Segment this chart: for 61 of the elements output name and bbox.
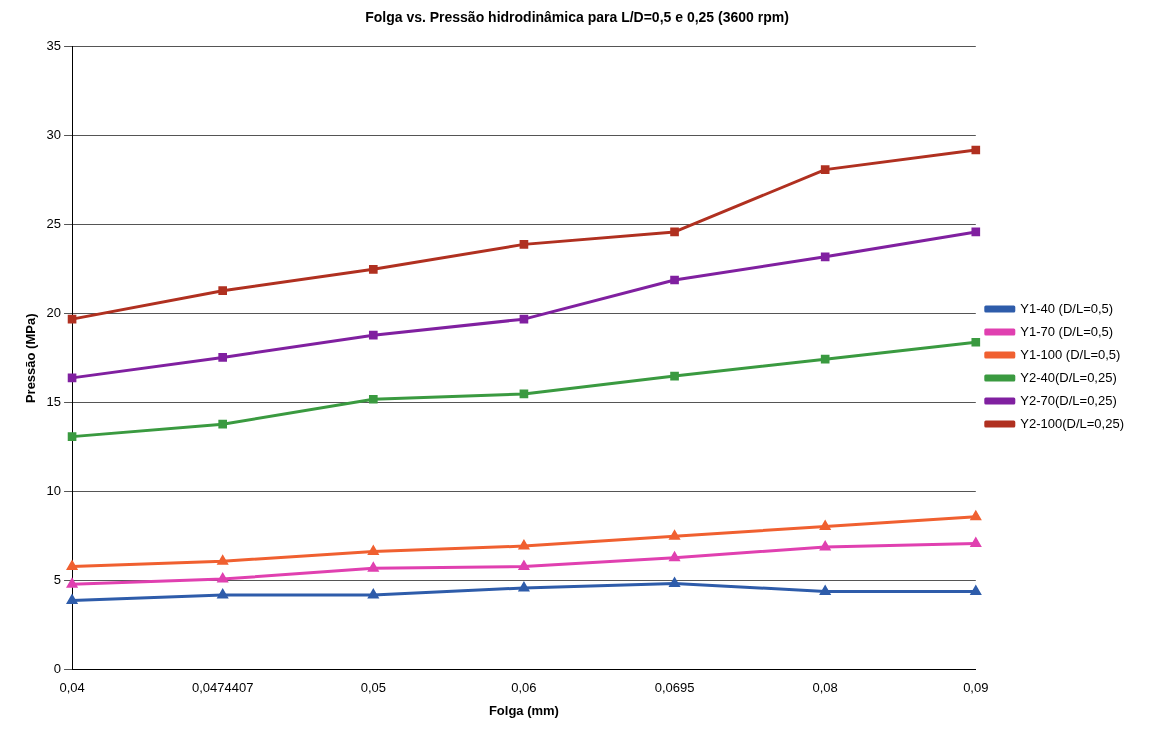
point xyxy=(820,252,830,262)
point xyxy=(368,394,378,404)
point xyxy=(820,354,830,364)
legend-label: Y1-100 (D/L=0,5) xyxy=(1020,346,1121,362)
point xyxy=(67,373,77,383)
point xyxy=(519,240,529,249)
point xyxy=(368,562,379,572)
y-tick-label: 0 xyxy=(53,661,62,677)
point xyxy=(217,555,228,565)
x-tick-label: 0,08 xyxy=(812,680,838,696)
point xyxy=(670,275,679,285)
point xyxy=(67,578,78,588)
point xyxy=(820,165,830,174)
y-axis-title: Pressão (MPa) xyxy=(23,313,39,404)
point xyxy=(820,541,831,551)
point xyxy=(67,432,77,441)
y-tick-label: 25 xyxy=(46,216,62,232)
point xyxy=(368,264,378,274)
y-tick-label: 30 xyxy=(46,127,62,143)
point xyxy=(669,577,680,587)
x-tick-label: 0,0695 xyxy=(654,680,695,696)
legend-label: Y1-70 (D/L=0,5) xyxy=(1020,323,1114,339)
point xyxy=(67,594,78,604)
point xyxy=(971,227,981,237)
point xyxy=(970,537,981,547)
point xyxy=(218,353,228,362)
chart-title: Folga vs. Pressão hidrodinâmica para L/D=0,5 e 0,25 (3600 rpm) xyxy=(365,9,789,26)
point xyxy=(519,389,529,399)
y-tick-label: 35 xyxy=(46,38,62,54)
point xyxy=(519,314,529,324)
point xyxy=(368,330,378,340)
point xyxy=(217,589,228,599)
point xyxy=(67,314,77,324)
point xyxy=(670,371,679,381)
point xyxy=(518,540,529,550)
point xyxy=(218,286,228,295)
y-tick-label: 5 xyxy=(53,572,62,588)
point xyxy=(368,545,379,555)
x-tick-label: 0,0474407 xyxy=(191,680,254,696)
point xyxy=(971,145,981,155)
point xyxy=(669,530,680,540)
point xyxy=(820,585,831,595)
legend-label: Y2-70(D/L=0,25) xyxy=(1020,392,1117,408)
point xyxy=(670,227,679,237)
point xyxy=(217,573,228,583)
x-axis-title: Folga (mm) xyxy=(488,702,559,718)
point xyxy=(218,419,228,429)
point xyxy=(971,337,981,347)
y-tick-label: 15 xyxy=(46,394,62,410)
x-tick-label: 0,06 xyxy=(511,680,537,696)
point xyxy=(970,585,981,595)
legend-label: Y2-100(D/L=0,25) xyxy=(1020,415,1124,431)
x-tick-label: 0,04 xyxy=(59,680,85,696)
point xyxy=(368,589,379,599)
legend-label: Y1-40 (D/L=0,5) xyxy=(1020,300,1114,316)
y-tick-label: 10 xyxy=(46,483,62,499)
x-tick-label: 0,09 xyxy=(963,680,989,696)
x-tick-label: 0,05 xyxy=(360,680,386,696)
legend-label: Y2-40(D/L=0,25) xyxy=(1020,369,1117,385)
y-tick-label: 20 xyxy=(46,305,62,321)
point xyxy=(518,582,529,592)
